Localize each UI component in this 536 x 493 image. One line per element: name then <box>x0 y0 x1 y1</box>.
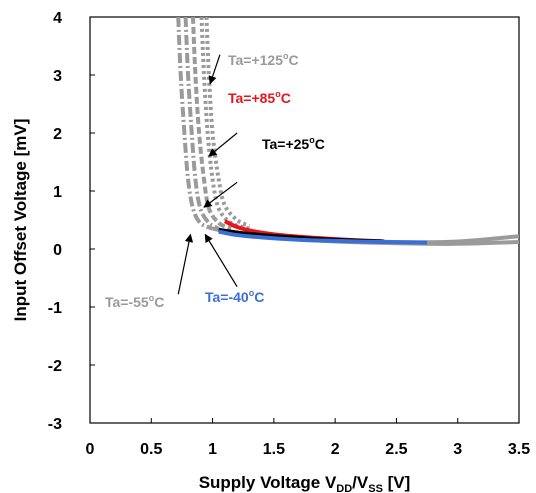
series-layer <box>176 17 519 246</box>
annotation-label: Ta=+25oC <box>262 135 325 152</box>
x-tick-label: 3 <box>453 441 462 458</box>
x-tick-label: 0 <box>86 441 95 458</box>
series-line-9 <box>218 229 428 245</box>
x-tick-label: 0.5 <box>140 441 162 458</box>
series-line-0 <box>204 17 251 228</box>
x-tick-label: 2.5 <box>385 441 407 458</box>
annotation-label: Ta=+85oC <box>228 89 291 106</box>
y-tick-label: 1 <box>53 184 62 201</box>
y-tick-label: -1 <box>48 300 62 317</box>
x-tick-label: 3.5 <box>508 441 530 458</box>
y-tick-label: 2 <box>53 126 62 143</box>
y-tick-label: 0 <box>53 242 62 259</box>
series-line-3 <box>176 17 214 231</box>
y-axis-title: Input Offset Voltage [mV] <box>11 119 30 322</box>
plot-border <box>89 16 520 424</box>
series-line-2 <box>190 17 232 231</box>
x-tick-label: 1.5 <box>263 441 285 458</box>
y-tick-label: -3 <box>48 416 62 433</box>
annotation-arrow <box>208 132 238 157</box>
annotation-arrow <box>204 233 238 288</box>
plot-frame <box>89 16 520 424</box>
annotation-label: Ta=+125oC <box>228 51 299 68</box>
annotation-arrow <box>203 181 238 208</box>
annotation-label: Ta=-40oC <box>205 288 264 305</box>
annotation-label: Ta=-55oC <box>105 293 164 310</box>
annotation-layer: Ta=+125oC Ta=+85oC Ta=+25oC Ta=-40oC Ta=-55o… <box>105 51 325 310</box>
x-tick-label: 2 <box>331 441 340 458</box>
annotation-arrow <box>177 233 194 295</box>
tick-layer: 0 0.5 1 1.5 2 2.5 3 3.5 4 3 2 1 0 -1 -2 -3 <box>48 10 530 458</box>
y-tick-label: -2 <box>48 358 62 375</box>
x-axis-title: Supply Voltage VDD/VSS [V] <box>199 473 411 493</box>
x-tick-label: 1 <box>208 441 217 458</box>
y-tick-label: 4 <box>53 10 62 27</box>
annotation-arrow <box>208 54 221 85</box>
y-tick-label: 3 <box>53 68 62 85</box>
series-line-4 <box>183 17 220 231</box>
axis-title-layer: Supply Voltage VDD/VSS [V] Input Offset V… <box>11 119 410 493</box>
